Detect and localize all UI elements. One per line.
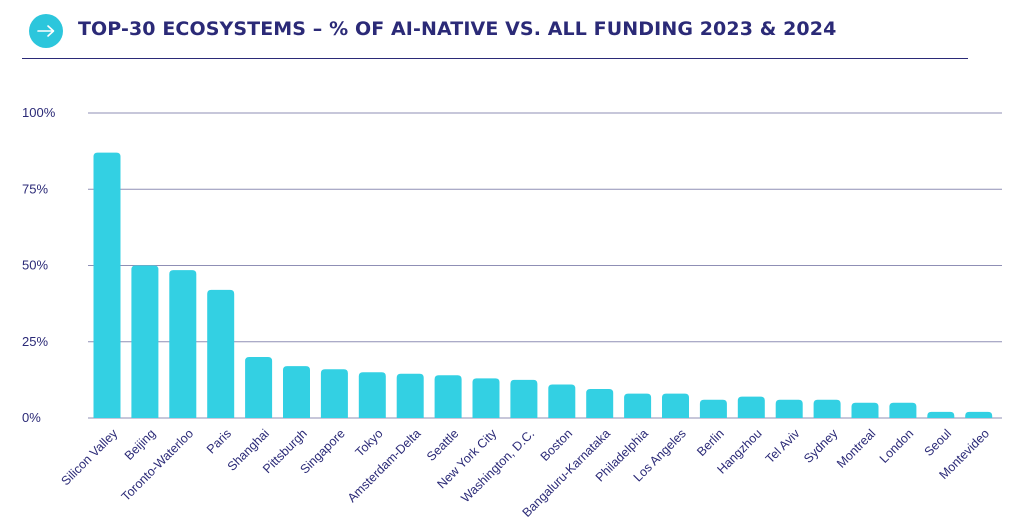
arrow-right-icon bbox=[29, 14, 63, 48]
bar bbox=[624, 393, 652, 418]
bar bbox=[245, 357, 273, 418]
bar bbox=[207, 289, 235, 418]
bar bbox=[548, 384, 576, 418]
bar bbox=[775, 399, 803, 418]
x-tick-label: Berlin bbox=[694, 426, 727, 459]
bar bbox=[358, 372, 386, 418]
bar bbox=[169, 270, 197, 418]
bars bbox=[93, 152, 993, 418]
x-tick-label: Paris bbox=[204, 426, 234, 456]
x-tick-label: Silicon Valley bbox=[59, 426, 121, 488]
gridlines bbox=[88, 112, 1002, 419]
y-tick-label: 0% bbox=[22, 410, 41, 425]
bar bbox=[851, 402, 879, 418]
bar bbox=[699, 399, 727, 418]
y-tick-label: 100% bbox=[22, 105, 56, 120]
bar bbox=[965, 411, 993, 418]
bar bbox=[320, 369, 348, 418]
y-tick-label: 25% bbox=[22, 334, 48, 349]
x-tick-label: Seattle bbox=[424, 426, 461, 463]
x-tick-label: London bbox=[877, 426, 916, 465]
x-tick-label: Seoul bbox=[922, 426, 955, 459]
bar bbox=[283, 366, 310, 418]
bar bbox=[813, 399, 841, 418]
bar bbox=[93, 152, 121, 418]
page-title: TOP-30 ECOSYSTEMS – % OF AI-NATIVE VS. A… bbox=[78, 18, 837, 40]
x-tick-label: Amsterdam-Delta bbox=[345, 426, 424, 505]
bar bbox=[662, 393, 689, 418]
bar bbox=[927, 411, 955, 418]
bar bbox=[889, 402, 917, 418]
x-tick-label: Toronto-Waterloo bbox=[119, 426, 196, 503]
y-axis-ticks: 0% 25% 50% 75% 100% bbox=[22, 105, 56, 425]
x-tick-label: Tokyo bbox=[353, 426, 386, 459]
bar bbox=[396, 373, 424, 418]
x-tick-label: Tel Aviv bbox=[763, 426, 803, 466]
bar bbox=[510, 379, 538, 418]
x-tick-label: Boston bbox=[538, 426, 575, 463]
x-tick-label: Washington, D.C. bbox=[458, 426, 537, 505]
x-tick-label: Montreal bbox=[834, 426, 878, 470]
bar bbox=[131, 265, 159, 418]
bar bbox=[586, 389, 614, 418]
bar bbox=[737, 396, 765, 418]
y-tick-label: 50% bbox=[22, 258, 48, 273]
bar bbox=[472, 378, 500, 418]
y-tick-label: 75% bbox=[22, 181, 48, 196]
title-divider bbox=[22, 58, 968, 59]
bar bbox=[434, 375, 462, 418]
x-tick-label: Beijing bbox=[122, 426, 158, 462]
